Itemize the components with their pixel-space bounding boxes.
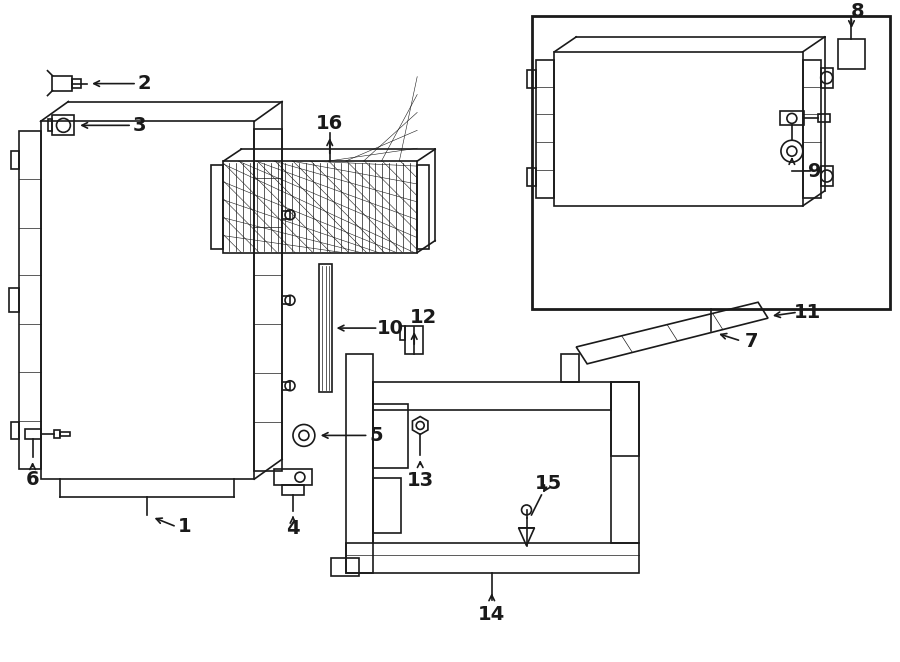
Bar <box>319 265 332 392</box>
Bar <box>282 297 290 305</box>
Bar <box>40 121 254 479</box>
Bar <box>418 165 429 249</box>
Bar <box>72 79 81 87</box>
Text: 12: 12 <box>410 308 436 326</box>
Bar <box>282 485 304 495</box>
Bar <box>282 382 290 390</box>
Bar <box>803 60 821 198</box>
Text: 16: 16 <box>316 114 344 133</box>
Text: 5: 5 <box>370 426 383 445</box>
Text: 14: 14 <box>478 605 506 624</box>
Bar <box>818 115 830 122</box>
Text: 3: 3 <box>133 116 147 135</box>
Bar <box>533 16 890 309</box>
Bar <box>554 52 803 206</box>
Bar <box>526 70 536 87</box>
Bar <box>48 119 52 131</box>
Bar <box>52 75 72 91</box>
Text: 15: 15 <box>535 473 562 493</box>
Bar <box>19 131 40 469</box>
Bar <box>212 165 223 249</box>
Bar <box>330 557 358 575</box>
Bar <box>282 211 290 218</box>
Bar <box>223 161 418 253</box>
Bar <box>374 404 409 468</box>
Text: 1: 1 <box>178 517 192 536</box>
Text: 4: 4 <box>286 519 300 538</box>
Bar <box>821 166 833 186</box>
Bar <box>526 168 536 186</box>
Bar <box>254 129 282 471</box>
Bar <box>536 60 554 198</box>
Bar <box>821 68 833 87</box>
Bar <box>611 382 639 456</box>
Bar <box>55 430 60 438</box>
Text: 2: 2 <box>137 74 150 93</box>
Bar <box>374 382 611 410</box>
Bar <box>838 39 866 69</box>
Bar <box>611 382 639 543</box>
Bar <box>400 326 405 340</box>
Text: 9: 9 <box>808 162 822 181</box>
Bar <box>11 151 19 169</box>
Bar <box>780 111 804 125</box>
Bar <box>11 422 19 440</box>
Text: 7: 7 <box>744 332 758 350</box>
Bar <box>24 430 40 440</box>
Text: 13: 13 <box>407 471 434 490</box>
Bar <box>346 543 639 573</box>
Bar <box>374 478 401 533</box>
Text: 10: 10 <box>377 318 404 338</box>
Text: 8: 8 <box>850 1 864 21</box>
Bar <box>60 432 70 436</box>
Bar <box>405 326 423 354</box>
Bar <box>9 289 19 312</box>
Bar <box>52 115 75 135</box>
Bar <box>562 354 580 382</box>
Bar <box>274 469 312 485</box>
Text: 11: 11 <box>794 303 822 322</box>
Bar <box>346 354 374 573</box>
Text: 6: 6 <box>26 469 40 489</box>
